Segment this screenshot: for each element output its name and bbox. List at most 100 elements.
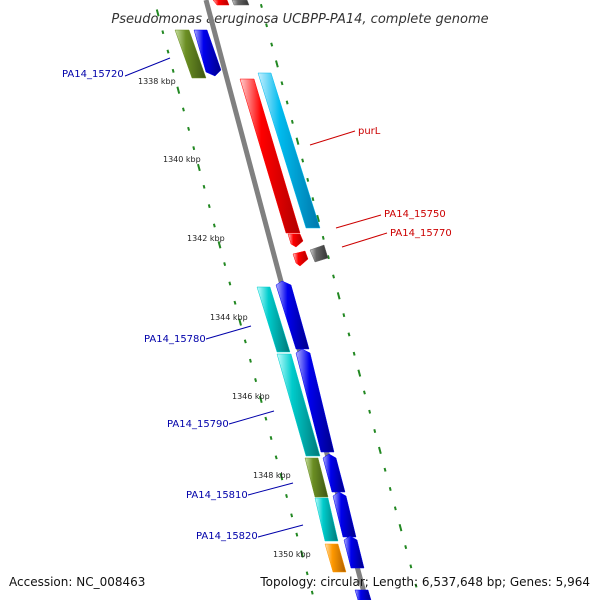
tick-mark bbox=[332, 274, 335, 279]
tick-mark bbox=[259, 3, 263, 8]
gene-arrow bbox=[343, 535, 365, 569]
tick-mark bbox=[295, 532, 299, 537]
tick-mark bbox=[258, 395, 263, 404]
tick-mark bbox=[352, 351, 356, 356]
tick-mark bbox=[295, 137, 300, 145]
tick-mark bbox=[275, 60, 279, 68]
tick-mark bbox=[404, 545, 408, 550]
gene-label: PA14_15810 bbox=[186, 490, 248, 501]
kbp-labels: 1338 kbp 1340 kbp 1342 kbp 1344 kbp 1346… bbox=[138, 77, 311, 559]
gene-arrow bbox=[304, 457, 329, 498]
leader-line bbox=[341, 232, 388, 248]
tick-mark bbox=[305, 571, 309, 576]
tick-mark bbox=[233, 300, 237, 305]
gene-arrow bbox=[309, 244, 329, 263]
gene-arrow bbox=[287, 233, 304, 248]
tick-mark bbox=[182, 107, 185, 112]
tick-mark bbox=[187, 126, 191, 131]
tick-mark bbox=[306, 177, 310, 182]
gene-label: PA14_15780 bbox=[144, 334, 206, 345]
tick-mark bbox=[192, 146, 196, 151]
tick-mark bbox=[197, 163, 201, 172]
gene-arrow bbox=[212, 0, 230, 6]
tick-mark bbox=[388, 487, 392, 492]
tick-mark bbox=[347, 332, 351, 337]
accession-text: Accession: NC_008463 bbox=[9, 575, 145, 589]
gene-arrow bbox=[292, 250, 309, 267]
tick-mark bbox=[378, 446, 382, 455]
tick-mark bbox=[393, 506, 397, 511]
leader-line bbox=[257, 524, 304, 538]
gene-arrow bbox=[354, 589, 372, 600]
tick-mark bbox=[336, 292, 341, 300]
tick-mark bbox=[166, 49, 170, 54]
tick-mark bbox=[223, 262, 227, 267]
kbp-label: 1342 kbp bbox=[187, 234, 225, 243]
leader-line bbox=[247, 482, 294, 496]
genome-summary-text: Topology: circular; Length: 6,537,648 bp… bbox=[259, 575, 590, 589]
tick-mark bbox=[373, 429, 377, 434]
tick-mark bbox=[285, 100, 289, 105]
gene-arrow bbox=[256, 286, 291, 353]
forward-strand bbox=[212, 0, 329, 267]
kbp-label: 1350 kbp bbox=[273, 550, 311, 559]
gene-label: PA14_15790 bbox=[167, 419, 229, 430]
tick-marks bbox=[155, 3, 418, 595]
gene-arrow bbox=[322, 453, 346, 493]
leader-line bbox=[335, 214, 382, 229]
gene-arrow bbox=[332, 491, 357, 538]
kbp-label: 1344 kbp bbox=[210, 313, 248, 322]
gene-arrow bbox=[314, 497, 339, 542]
gene-arrow bbox=[275, 280, 310, 350]
leader-line bbox=[309, 130, 356, 146]
tick-mark bbox=[212, 223, 216, 228]
tick-mark bbox=[249, 358, 252, 363]
tick-mark bbox=[202, 184, 206, 189]
gene-arrow bbox=[295, 348, 335, 453]
tick-mark bbox=[290, 513, 294, 518]
gene-arrow bbox=[239, 78, 301, 234]
tick-mark bbox=[409, 564, 413, 569]
tick-mark bbox=[161, 30, 165, 35]
kbp-label: 1340 kbp bbox=[163, 155, 201, 164]
gene-arrow bbox=[276, 353, 321, 457]
tick-mark bbox=[176, 86, 181, 94]
tick-mark bbox=[280, 81, 284, 86]
tick-mark bbox=[285, 494, 288, 498]
tick-mark bbox=[414, 583, 418, 588]
tick-mark bbox=[228, 281, 232, 286]
tick-mark bbox=[383, 467, 387, 472]
tick-mark bbox=[311, 197, 315, 202]
tick-mark bbox=[254, 378, 258, 383]
tick-mark bbox=[321, 235, 325, 240]
tick-mark bbox=[269, 436, 273, 441]
tick-mark bbox=[264, 416, 268, 421]
tick-mark bbox=[398, 524, 403, 532]
gene-label: PA14_15770 bbox=[390, 228, 452, 239]
gene-arrow bbox=[324, 543, 347, 573]
tick-mark bbox=[270, 42, 274, 47]
tick-mark bbox=[207, 204, 211, 209]
tick-mark bbox=[301, 158, 305, 163]
kbp-label: 1348 kbp bbox=[253, 471, 291, 480]
gene-arrow bbox=[174, 29, 207, 79]
leader-line bbox=[205, 325, 252, 340]
tick-mark bbox=[279, 473, 284, 481]
tick-mark bbox=[171, 68, 175, 73]
tick-mark bbox=[238, 318, 242, 326]
tick-mark bbox=[243, 339, 247, 344]
tick-mark bbox=[357, 369, 362, 377]
tick-mark bbox=[265, 23, 268, 28]
tick-mark bbox=[300, 550, 304, 558]
gene-arrow bbox=[257, 72, 321, 229]
leader-line bbox=[228, 410, 275, 425]
reverse-strand bbox=[174, 29, 372, 600]
gene-labels: PA14_15720 purL PA14_15750 PA14_15770 PA… bbox=[62, 57, 452, 542]
kbp-label: 1338 kbp bbox=[138, 77, 176, 86]
gene-arrow bbox=[231, 0, 250, 6]
tick-mark bbox=[363, 390, 366, 395]
tick-mark bbox=[155, 9, 160, 17]
kbp-label: 1346 kbp bbox=[232, 392, 270, 401]
tick-mark bbox=[368, 409, 372, 414]
